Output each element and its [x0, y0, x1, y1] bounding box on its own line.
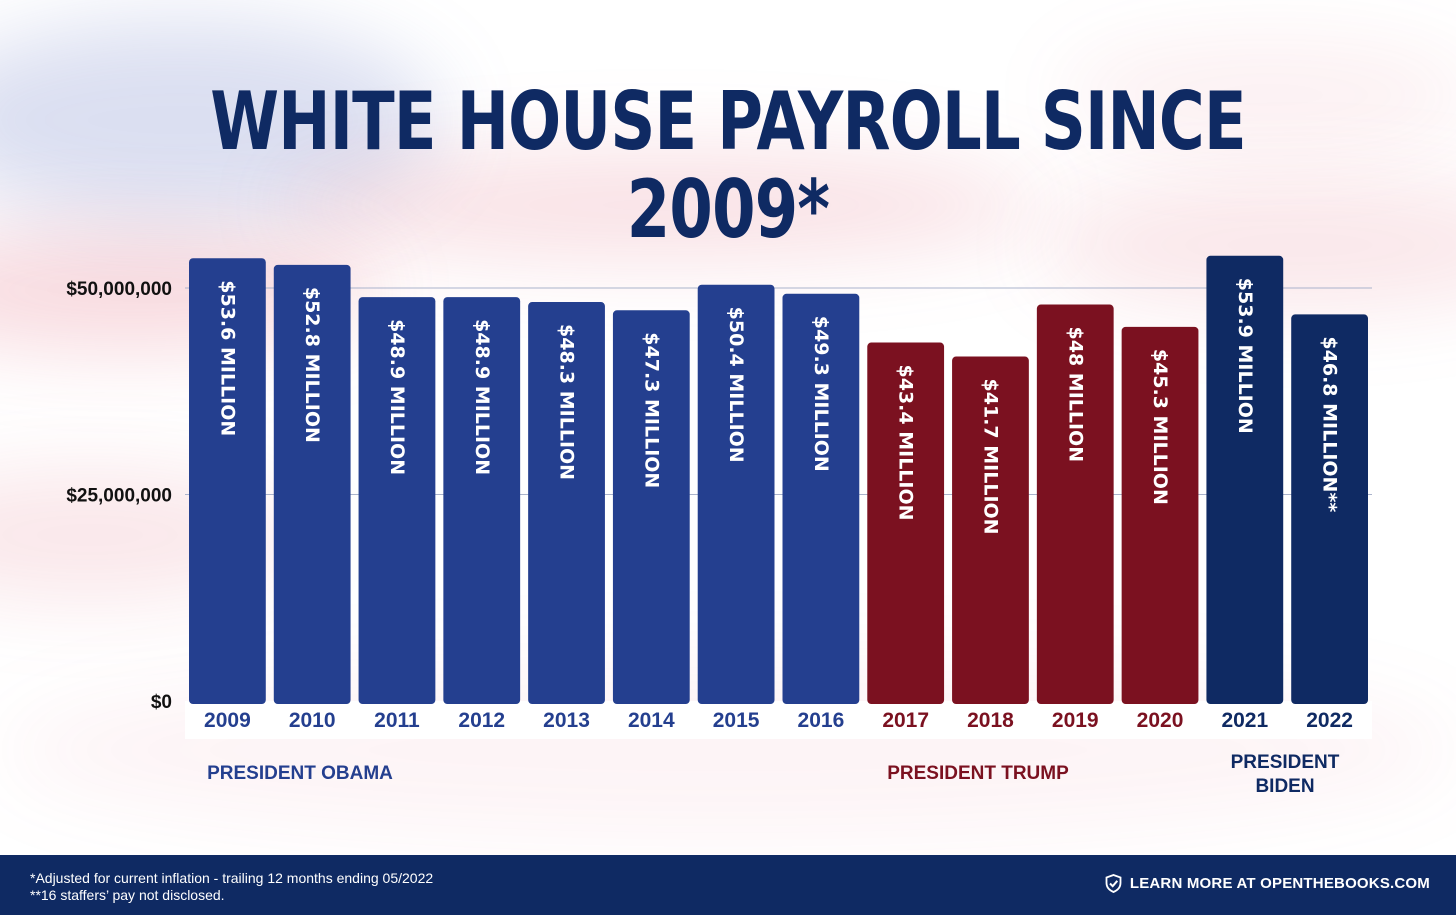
- bar: [443, 297, 521, 704]
- bar: [189, 258, 266, 704]
- bar-value-label: $49.3 MILLION: [810, 316, 832, 472]
- bar-value-label: $41.7 MILLION: [979, 379, 1001, 535]
- footnotes: *Adjusted for current inflation - traili…: [30, 870, 433, 904]
- bar-value-label: $45.3 MILLION: [1149, 349, 1171, 505]
- x-tick-label: 2021: [1221, 709, 1268, 732]
- bar-value-label: $52.8 MILLION: [301, 287, 323, 443]
- bar: [1291, 314, 1368, 704]
- bar: [867, 342, 945, 704]
- bar-value-label: $43.4 MILLION: [895, 365, 917, 521]
- shield-check-icon: [1105, 874, 1122, 893]
- bar: [612, 310, 690, 704]
- x-tick-label: 2012: [458, 709, 505, 732]
- y-tick-label: $50,000,000: [66, 279, 172, 300]
- president-label-line: BIDEN: [1255, 776, 1315, 797]
- footer-bar: *Adjusted for current inflation - traili…: [0, 855, 1456, 915]
- president-label-line: PRESIDENT: [1230, 752, 1340, 773]
- bar: [273, 264, 351, 704]
- president-label-line: PRESIDENT OBAMA: [207, 763, 393, 784]
- bar-value-label: $46.8 MILLION**: [1319, 336, 1341, 512]
- president-label-line: PRESIDENT TRUMP: [887, 763, 1069, 784]
- president-trump-label: PRESIDENT TRUMP: [848, 762, 1108, 786]
- bar-value-label: $53.6 MILLION: [216, 280, 238, 436]
- x-tick-label: 2019: [1052, 709, 1099, 732]
- x-tick-label: 2013: [543, 709, 590, 732]
- x-tick-label: 2016: [798, 709, 845, 732]
- x-tick-label: 2014: [628, 709, 675, 732]
- bar: [1121, 326, 1199, 704]
- learn-more-text: LEARN MORE AT OPENTHEBOOKS.COM: [1129, 875, 1430, 892]
- bar: [1036, 304, 1114, 704]
- x-tick-label: 2010: [289, 709, 336, 732]
- bar-value-label: $50.4 MILLION: [725, 307, 747, 463]
- y-tick-label: $25,000,000: [66, 486, 172, 507]
- bar: [782, 293, 860, 704]
- x-tick-label: 2015: [713, 709, 760, 732]
- president-biden-label: PRESIDENT BIDEN: [1205, 751, 1365, 799]
- bar-value-label: $53.9 MILLION: [1234, 278, 1256, 434]
- footnote-inflation: *Adjusted for current inflation - traili…: [30, 870, 434, 886]
- x-tick-label: 2017: [882, 709, 929, 732]
- x-tick-label: 2011: [374, 709, 420, 732]
- bar: [528, 302, 605, 704]
- y-tick-label: $0: [151, 692, 172, 713]
- bar: [697, 284, 775, 704]
- bar-value-label: $48.3 MILLION: [556, 324, 578, 480]
- x-tick-label: 2009: [204, 709, 251, 732]
- bar-value-label: $47.3 MILLION: [640, 332, 662, 488]
- footnote-undisclosed: **16 staffers’ pay not disclosed.: [30, 887, 225, 903]
- x-axis-band: [185, 701, 1372, 739]
- bar-value-label: $48.9 MILLION: [386, 319, 408, 475]
- chart-title: WHITE HOUSE PAYROLL SINCE 2009*: [210, 75, 1246, 256]
- bar-chart: $0 $25,000,000 $50,000,000 $53.6 MILLION 200…: [66, 255, 1372, 739]
- bar: [358, 297, 436, 704]
- president-obama-label: PRESIDENT OBAMA: [170, 762, 430, 786]
- x-tick-label: 2018: [967, 709, 1014, 732]
- bar: [952, 356, 1029, 704]
- x-tick-label: 2022: [1306, 709, 1353, 732]
- learn-more-link[interactable]: LEARN MORE AT OPENTHEBOOKS.COM: [1105, 874, 1430, 893]
- bar-value-label: $48 MILLION: [1064, 327, 1086, 463]
- x-tick-label: 2020: [1137, 709, 1184, 732]
- bar-value-label: $48.9 MILLION: [471, 319, 493, 475]
- bar: [1206, 255, 1284, 704]
